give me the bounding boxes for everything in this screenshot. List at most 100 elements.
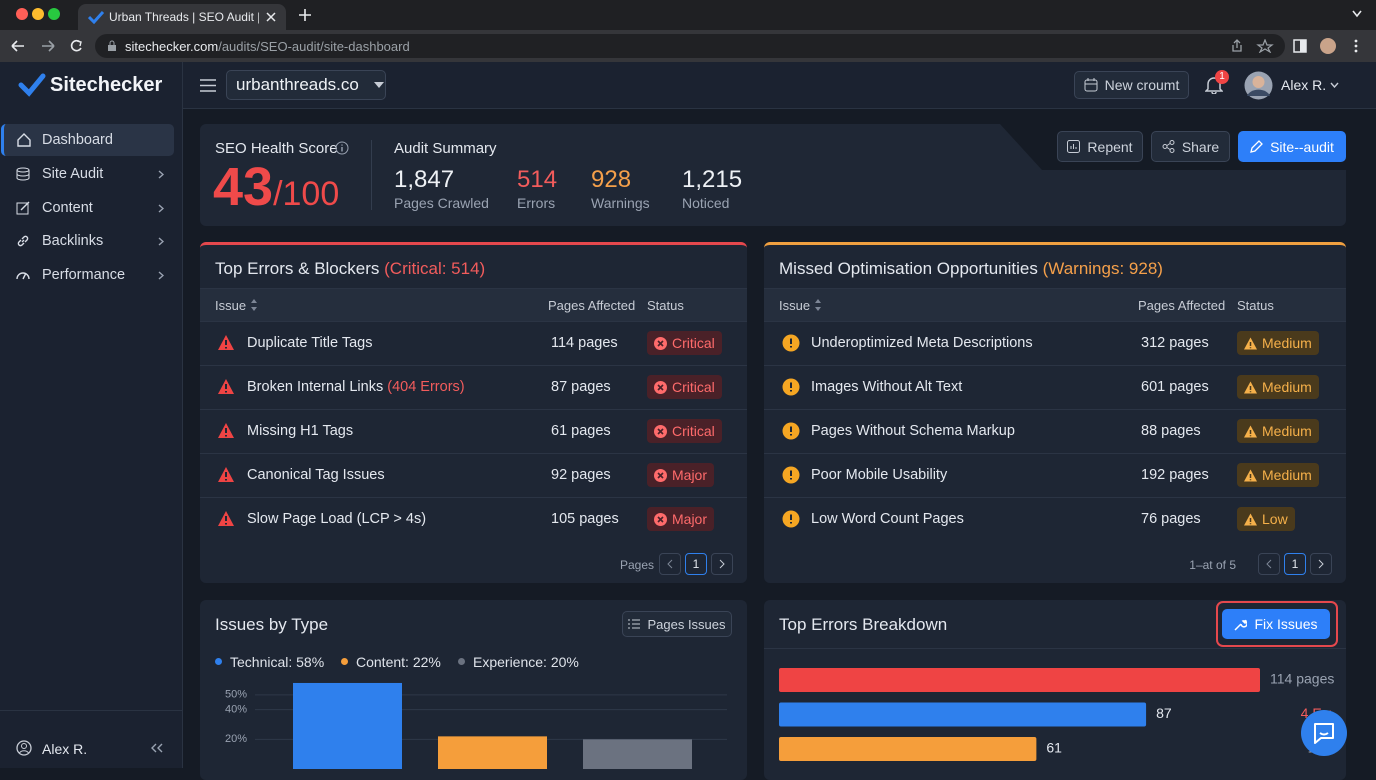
divider	[371, 140, 372, 210]
tab-close[interactable]	[266, 12, 276, 22]
legend-dot	[215, 658, 222, 665]
browser-actions[interactable]	[1292, 38, 1366, 54]
nav-item[interactable]: Performance	[4, 259, 174, 291]
url-actions[interactable]	[1230, 39, 1275, 53]
chevron	[158, 271, 164, 280]
action-button[interactable]: Site--audit	[1238, 131, 1346, 162]
issue: Pages Without Schema Markup	[811, 423, 1015, 439]
panel-button[interactable]: Fix Issues	[1222, 609, 1330, 639]
stat-value: 1,847	[394, 166, 455, 193]
title-badge: (Warnings: 928)	[1042, 259, 1163, 278]
pg-prev[interactable]	[659, 553, 681, 575]
app-header: Sitechecker urbanthreads.co New croumt 1…	[0, 62, 1376, 109]
table-row	[200, 453, 747, 497]
stat-value: 1,215	[682, 166, 743, 193]
chevron	[158, 237, 164, 246]
status-icon	[654, 468, 667, 482]
nav-item[interactable]: Content	[4, 192, 174, 224]
nav-buttons[interactable]	[10, 39, 90, 53]
panel-title: Top Errors & Blockers (Critical: 514)	[215, 259, 485, 279]
warning-icon	[782, 510, 800, 528]
pg-prev[interactable]	[1258, 553, 1280, 575]
tab-menu[interactable]	[1352, 10, 1362, 18]
status-pill: Major	[647, 507, 715, 531]
column-header[interactable]: Issue	[779, 298, 811, 313]
hbar-chart: 114 pages874 Err611 M	[779, 668, 1334, 761]
lock-icon	[108, 40, 116, 51]
content-icon	[16, 201, 30, 215]
nav-label: Site Audit	[42, 166, 104, 182]
action-label: Share	[1181, 138, 1220, 155]
column-header[interactable]: Issue	[215, 298, 247, 313]
issue-name: Low Word Count Pages	[811, 511, 964, 527]
issue-name: Slow Page Load (LCP > 4s)	[247, 511, 427, 527]
pg-next[interactable]	[1310, 553, 1332, 575]
chat-button[interactable]	[1301, 710, 1347, 756]
page-current[interactable]: 1	[685, 553, 707, 575]
sidebar-user[interactable]: Alex R.	[42, 741, 88, 757]
status-text: Major	[672, 467, 708, 483]
tab[interactable]: Urban Threads | SEO Audit | Si	[78, 4, 286, 30]
sort-icon	[815, 299, 821, 311]
url-field[interactable]: sitechecker.com/audits/SEO-audit/site-da…	[95, 34, 1285, 58]
status-icon-part	[657, 471, 664, 479]
pg-prev-icon-part	[667, 559, 673, 569]
issue: Images Without Alt Text	[811, 379, 962, 395]
pagination-label: 1–at of 5	[1189, 558, 1236, 572]
collapse[interactable]	[150, 743, 164, 753]
status-pill: Critical	[647, 331, 722, 355]
table-row	[764, 321, 1346, 365]
user-icon	[16, 740, 32, 756]
summary-title: Audit Summary	[394, 140, 497, 157]
status-pill: Low	[1237, 507, 1295, 531]
pg-prev-icon	[1266, 559, 1272, 569]
new-tab[interactable]	[299, 9, 311, 21]
nav-item[interactable]: Site Audit	[4, 158, 174, 190]
column-header: Pages Affected	[1138, 298, 1226, 313]
page-current[interactable]: 1	[1284, 553, 1306, 575]
list-icon-part	[628, 619, 641, 629]
notification-badge: 1	[1215, 70, 1229, 84]
status-icon	[1244, 469, 1257, 481]
status-text: Low	[1262, 511, 1288, 527]
status-icon	[654, 424, 667, 438]
pages: 105 pages	[551, 511, 619, 527]
panel-button[interactable]: Pages Issues	[622, 611, 732, 637]
pages: 92 pages	[551, 467, 611, 483]
issue-name: Broken Internal Links	[247, 379, 384, 395]
chevron	[158, 170, 164, 179]
status-pill: Critical	[647, 419, 722, 443]
nav-item[interactable]: Dashboard	[1, 124, 174, 156]
issue: Broken Internal Links (404 Errors)	[247, 379, 465, 395]
menu-toggle[interactable]	[200, 79, 216, 92]
new-button[interactable]: New croumt	[1074, 71, 1189, 99]
window-controls[interactable]	[10, 6, 66, 22]
link-icon	[17, 235, 29, 247]
stat-label: Pages Crawled	[394, 195, 489, 211]
bar	[438, 736, 547, 769]
address-bar: sitechecker.com/audits/SEO-audit/site-da…	[0, 30, 1376, 62]
issue-note: (404 Errors)	[387, 379, 465, 395]
status-icon	[1244, 425, 1257, 437]
nav-item[interactable]: Backlinks	[4, 225, 174, 257]
pg-next[interactable]	[711, 553, 733, 575]
status-text: Medium	[1262, 379, 1312, 395]
status-pill: Medium	[1237, 463, 1319, 487]
table-row	[764, 497, 1346, 541]
site-select[interactable]: urbanthreads.co	[226, 70, 386, 100]
y-tick-label: 50%	[225, 689, 247, 701]
issue: Duplicate Title Tags	[247, 335, 372, 351]
issue: Missing H1 Tags	[247, 423, 353, 439]
action-button[interactable]: Repent	[1057, 131, 1143, 162]
action-button[interactable]: Share	[1151, 131, 1230, 162]
issue-name: Canonical Tag Issues	[247, 467, 385, 483]
wrench-icon-part	[1234, 619, 1248, 631]
info-icon[interactable]	[335, 141, 349, 155]
avatar[interactable]	[1244, 71, 1273, 100]
chevron	[158, 204, 164, 213]
value-label: 87	[1156, 705, 1172, 721]
score: 43/100	[213, 156, 339, 218]
status-icon	[1244, 513, 1257, 525]
user-name[interactable]: Alex R.	[1281, 77, 1327, 93]
